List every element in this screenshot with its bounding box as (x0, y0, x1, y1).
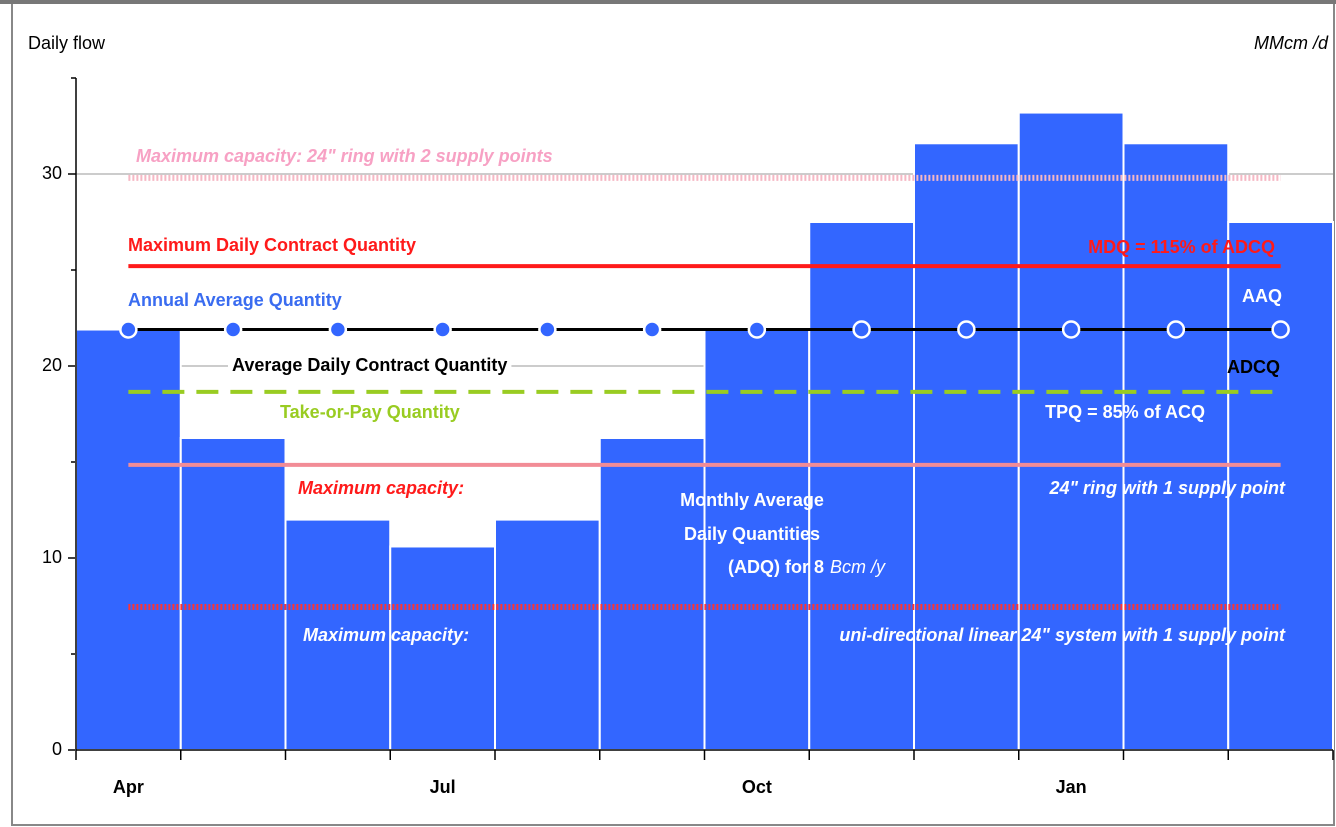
aaq-marker (1061, 320, 1081, 339)
y-tick-label: 0 (52, 739, 62, 759)
annotation: Average Daily Contract Quantity (232, 355, 507, 375)
annotation: Monthly Average (680, 490, 824, 510)
aaq-marker (1271, 320, 1290, 339)
aaq-marker (119, 320, 138, 339)
bar (494, 518, 601, 751)
bar (284, 518, 392, 751)
annotation: uni-directional linear 24" system with 1… (839, 625, 1286, 645)
annotation: TPQ = 85% of ACQ (1045, 402, 1205, 422)
annotation: Daily Quantities (684, 524, 820, 544)
annotation: Take-or-Pay Quantity (280, 402, 460, 422)
annotation: MDQ = 115% of ADCQ (1088, 237, 1275, 257)
annotation: AAQ (1242, 286, 1282, 306)
bar (75, 328, 182, 751)
aaq-marker (1166, 320, 1186, 339)
annotation: Bcm /y (830, 557, 886, 577)
annotation: (ADQ) for 8 (728, 557, 824, 577)
chart-title: Daily flow (28, 33, 106, 53)
annotation: ADCQ (1227, 357, 1280, 377)
annotation: Maximum capacity: (298, 478, 464, 498)
aaq-marker (223, 320, 243, 339)
x-tick-label: Jul (430, 777, 456, 797)
aaq-marker (957, 320, 976, 339)
aaq-marker (747, 320, 767, 339)
bar (1122, 142, 1230, 751)
y-tick-label: 20 (42, 355, 62, 375)
bar (1017, 111, 1125, 751)
y-tick-label: 10 (42, 547, 62, 567)
annotation: Maximum Daily Contract Quantity (128, 235, 416, 255)
annotation: Maximum capacity: 24" ring with 2 supply… (136, 146, 553, 166)
label-background (228, 354, 512, 375)
aaq-marker (852, 320, 871, 339)
bar (808, 221, 915, 751)
x-tick-label: Oct (742, 777, 772, 797)
y-tick-label: 30 (42, 163, 62, 183)
bar (913, 142, 1020, 751)
bar (389, 545, 496, 751)
bar (598, 437, 706, 751)
x-tick-label: Jan (1056, 777, 1087, 797)
bar (1227, 221, 1334, 751)
aaq-marker (433, 320, 452, 339)
unit-label: MMcm /d (1254, 33, 1329, 53)
bar (179, 437, 287, 751)
annotation: Maximum capacity: (303, 625, 469, 645)
annotation: 24" ring with 1 supply point (1048, 478, 1286, 498)
annotation: Annual Average Quantity (128, 290, 342, 310)
aaq-marker (328, 320, 348, 339)
aaq-marker (538, 320, 557, 339)
aaq-marker (642, 320, 662, 339)
x-tick-label: Apr (113, 777, 144, 797)
